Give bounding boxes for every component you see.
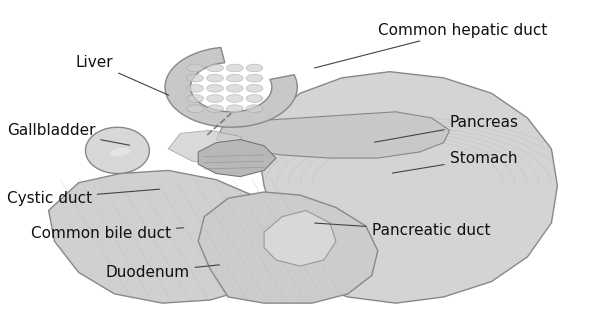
Text: Pancreas: Pancreas — [374, 115, 518, 142]
Ellipse shape — [246, 64, 263, 72]
Polygon shape — [169, 130, 252, 167]
Ellipse shape — [246, 74, 263, 82]
Ellipse shape — [246, 105, 263, 113]
Polygon shape — [85, 127, 149, 174]
Ellipse shape — [246, 85, 263, 92]
Polygon shape — [198, 140, 276, 177]
Ellipse shape — [206, 85, 223, 92]
Polygon shape — [198, 192, 378, 303]
Ellipse shape — [206, 74, 223, 82]
Text: Liver: Liver — [76, 55, 169, 95]
Ellipse shape — [187, 95, 203, 102]
Polygon shape — [258, 72, 557, 303]
Ellipse shape — [187, 105, 203, 113]
Ellipse shape — [226, 85, 243, 92]
Polygon shape — [216, 112, 449, 158]
Ellipse shape — [226, 95, 243, 102]
Ellipse shape — [226, 105, 243, 113]
Text: Cystic duct: Cystic duct — [7, 189, 160, 206]
Text: Gallbladder: Gallbladder — [7, 123, 130, 145]
Ellipse shape — [110, 148, 131, 156]
Ellipse shape — [187, 85, 203, 92]
Text: Duodenum: Duodenum — [106, 265, 220, 280]
Text: Stomach: Stomach — [392, 151, 517, 173]
Polygon shape — [165, 47, 297, 127]
Ellipse shape — [226, 74, 243, 82]
Text: Common bile duct: Common bile duct — [31, 226, 184, 241]
Text: Common hepatic duct: Common hepatic duct — [314, 23, 547, 68]
Polygon shape — [264, 210, 336, 266]
Ellipse shape — [187, 74, 203, 82]
Ellipse shape — [226, 64, 243, 72]
Ellipse shape — [206, 95, 223, 102]
Ellipse shape — [206, 64, 223, 72]
Ellipse shape — [187, 64, 203, 72]
Text: Pancreatic duct: Pancreatic duct — [315, 223, 490, 238]
Polygon shape — [49, 170, 288, 303]
Ellipse shape — [246, 95, 263, 102]
Ellipse shape — [206, 105, 223, 113]
